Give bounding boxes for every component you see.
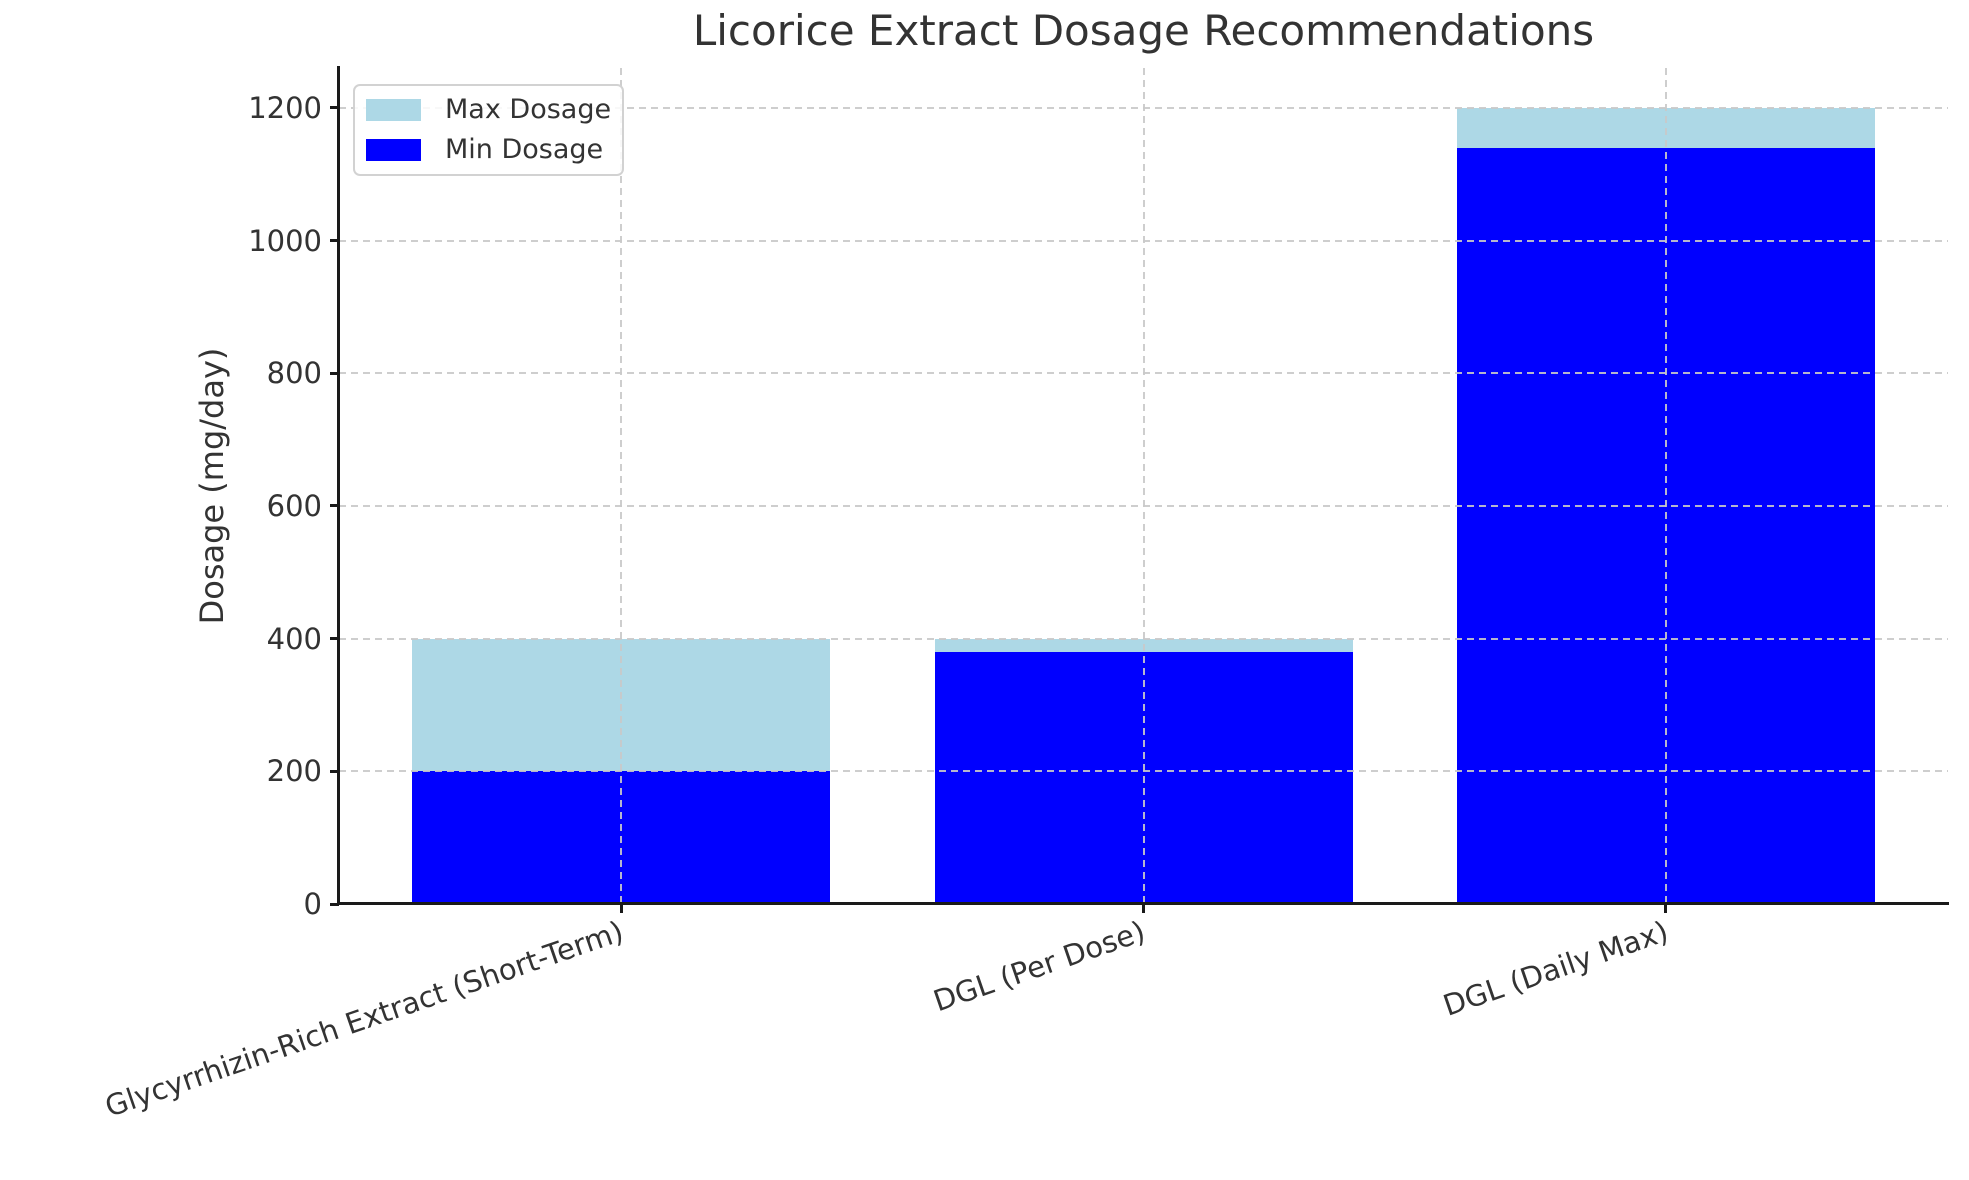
x-tick-label-glycyrrhizin-rich-extract-short-term: Glycyrrhizin-Rich Extract (Short-Term) xyxy=(100,914,628,1124)
v-gridline-glycyrrhizin-rich-extract-short-term xyxy=(620,68,623,904)
v-gridline-dgl-per-dose xyxy=(1142,68,1145,904)
y-tick-mark-0 xyxy=(330,902,339,906)
x-tick-mark-glycyrrhizin-rich-extract-short-term xyxy=(619,904,623,913)
y-tick-label-800: 800 xyxy=(266,356,322,391)
y-tick-mark-1000 xyxy=(330,239,339,242)
x-tick-mark-dgl-per-dose xyxy=(1142,904,1145,913)
x-tick-label-dgl-daily-max: DGL (Daily Max) xyxy=(1438,914,1672,1023)
legend: Max Dosage Min Dosage xyxy=(353,84,624,176)
x-tick-mark-dgl-daily-max xyxy=(1664,904,1668,913)
y-tick-mark-800 xyxy=(330,371,339,375)
legend-row-max-dosage: Max Dosage xyxy=(366,94,612,125)
y-tick-mark-600 xyxy=(330,504,339,508)
x-tick-label-dgl-per-dose: DGL (Per Dose) xyxy=(929,914,1150,1019)
y-tick-label-600: 600 xyxy=(266,488,322,523)
chart-title: Licorice Extract Dosage Recommendations xyxy=(692,6,1595,55)
y-tick-mark-200 xyxy=(330,769,339,773)
v-gridline-dgl-daily-max xyxy=(1664,68,1667,904)
y-tick-label-0: 0 xyxy=(303,887,322,921)
y-tick-mark-1200 xyxy=(330,106,339,110)
legend-label-max-dosage: Max Dosage xyxy=(445,94,612,125)
y-tick-label-1200: 1200 xyxy=(248,90,322,125)
legend-swatch-max-dosage xyxy=(366,99,421,121)
legend-row-min-dosage: Min Dosage xyxy=(366,134,604,165)
legend-label-min-dosage: Min Dosage xyxy=(445,134,604,165)
y-tick-label-400: 400 xyxy=(266,621,322,656)
y-axis-spine xyxy=(337,66,340,905)
y-tick-label-200: 200 xyxy=(266,754,322,789)
legend-swatch-min-dosage xyxy=(366,139,421,161)
x-axis-spine xyxy=(337,902,1949,905)
y-tick-label-1000: 1000 xyxy=(248,223,322,258)
y-tick-mark-400 xyxy=(330,637,339,641)
